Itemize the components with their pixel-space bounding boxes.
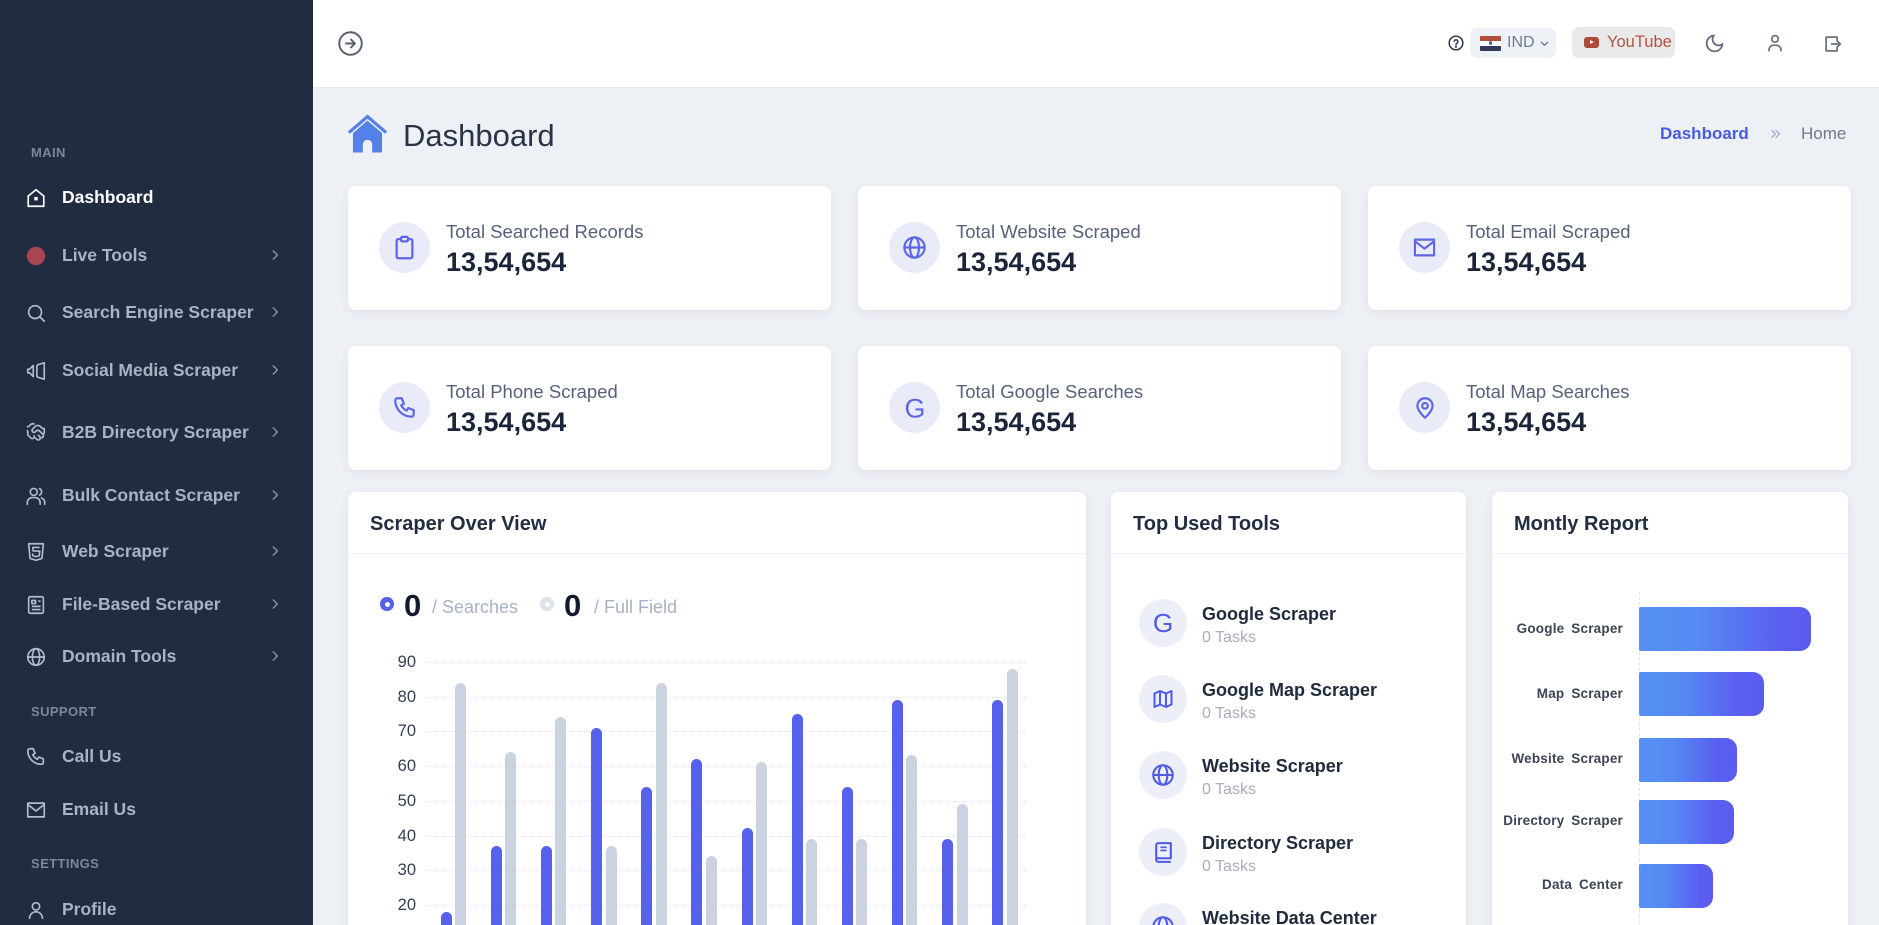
svg-text:G: G [904,393,925,423]
svg-text:G: G [1153,608,1173,638]
